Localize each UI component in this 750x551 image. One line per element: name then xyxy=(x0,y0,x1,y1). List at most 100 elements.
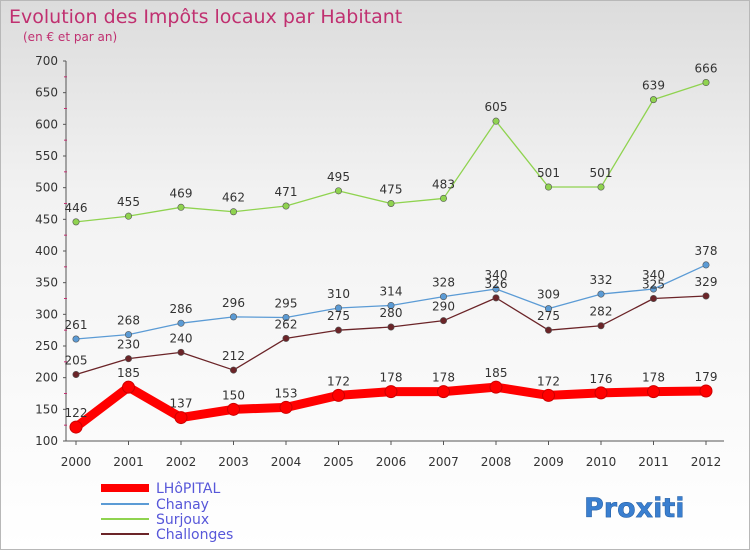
data-point xyxy=(702,292,710,300)
data-label: 455 xyxy=(117,195,140,209)
data-point xyxy=(649,285,657,293)
data-point xyxy=(334,187,342,195)
data-label: 501 xyxy=(590,166,613,180)
data-point xyxy=(542,388,555,402)
data-label: 230 xyxy=(117,338,140,352)
data-point xyxy=(72,335,80,343)
x-tick-label: 2011 xyxy=(638,455,669,469)
data-label: 150 xyxy=(222,388,245,402)
data-point xyxy=(437,385,450,399)
x-tick-label: 2008 xyxy=(481,455,512,469)
data-point xyxy=(230,366,238,374)
data-point xyxy=(72,370,80,378)
data-point xyxy=(702,261,710,269)
data-point xyxy=(439,317,447,325)
data-point xyxy=(544,305,552,313)
data-point xyxy=(649,294,657,302)
data-label: 325 xyxy=(642,278,665,292)
data-point xyxy=(177,319,185,327)
x-tick-label: 2005 xyxy=(323,455,354,469)
x-tick-label: 2000 xyxy=(61,455,92,469)
data-label: 261 xyxy=(65,318,88,332)
data-point xyxy=(227,402,240,416)
legend-item: Challonges xyxy=(101,527,233,543)
data-label: 178 xyxy=(380,371,403,385)
data-label: 378 xyxy=(695,244,718,258)
data-label: 501 xyxy=(537,166,560,180)
data-point xyxy=(177,203,185,211)
data-label: 185 xyxy=(485,366,508,380)
data-label: 172 xyxy=(327,374,350,388)
data-label: 275 xyxy=(327,309,350,323)
y-tick-label: 550 xyxy=(35,149,58,163)
x-tick-label: 2001 xyxy=(113,455,144,469)
data-point xyxy=(439,293,447,301)
proxiti-logo: Proxiti xyxy=(584,493,685,525)
y-tick-label: 200 xyxy=(35,371,58,385)
data-label: 332 xyxy=(590,273,613,287)
data-label: 268 xyxy=(117,314,140,328)
data-point xyxy=(387,323,395,331)
series-lh-pital: 122 185 137 150 153 172 178 178 185 172 176 178 179 xyxy=(65,366,717,434)
data-point xyxy=(174,411,188,425)
data-point xyxy=(72,218,80,226)
x-tick-label: 2002 xyxy=(166,455,197,469)
chart-title: Evolution des Impôts locaux par Habitant xyxy=(9,6,402,28)
series-chanay: 261 268 286 296 295 310 314 328 340 309 332 340 378 xyxy=(65,244,718,343)
data-point xyxy=(69,420,83,434)
x-tick-label: 2004 xyxy=(271,455,302,469)
data-label: 280 xyxy=(380,306,403,320)
data-point xyxy=(230,313,238,321)
data-label: 137 xyxy=(170,397,193,411)
data-point xyxy=(387,200,395,208)
legend-label: Chanay xyxy=(156,497,209,513)
y-tick-label: 450 xyxy=(35,212,58,226)
data-point xyxy=(492,294,500,302)
data-point xyxy=(597,322,605,330)
data-point xyxy=(282,334,290,342)
data-point xyxy=(384,385,398,399)
data-point xyxy=(125,355,133,363)
data-point xyxy=(649,96,657,104)
data-label: 185 xyxy=(117,366,140,380)
chart-subtitle: (en € et par an) xyxy=(23,30,117,44)
data-label: 153 xyxy=(275,386,298,400)
data-point xyxy=(177,348,185,356)
data-label: 326 xyxy=(485,277,508,291)
data-label: 666 xyxy=(695,62,718,76)
data-label: 483 xyxy=(432,177,455,191)
y-tick-label: 350 xyxy=(35,276,58,290)
y-tick-label: 400 xyxy=(35,244,58,258)
legend-item: Chanay xyxy=(101,497,209,513)
data-label: 340 xyxy=(485,268,508,282)
x-tick-label: 2012 xyxy=(691,455,722,469)
data-label: 475 xyxy=(380,183,403,197)
x-tick-label: 2006 xyxy=(376,455,407,469)
y-tick-label: 100 xyxy=(35,434,58,448)
data-point xyxy=(489,380,503,394)
data-point xyxy=(230,208,238,216)
y-tick-label: 300 xyxy=(35,307,58,321)
data-label: 122 xyxy=(65,406,88,420)
data-point xyxy=(282,202,290,210)
data-label: 309 xyxy=(537,288,560,302)
data-label: 639 xyxy=(642,79,665,93)
data-point xyxy=(282,313,290,321)
legend-item: Surjoux xyxy=(101,512,209,528)
data-label: 314 xyxy=(380,284,403,298)
data-label: 262 xyxy=(275,317,298,331)
data-label: 295 xyxy=(275,297,298,311)
data-label: 296 xyxy=(222,296,245,310)
data-point xyxy=(492,117,500,125)
data-label: 205 xyxy=(65,354,88,368)
data-point xyxy=(125,331,133,339)
data-label: 176 xyxy=(590,372,613,386)
legend-item: LHôPITAL xyxy=(101,481,221,497)
data-point xyxy=(387,301,395,309)
x-tick-label: 2007 xyxy=(428,455,459,469)
data-point xyxy=(334,304,342,312)
data-label: 329 xyxy=(695,275,718,289)
series-surjoux: 446 455 469 462 471 495 475 483 605 501 501 639 666 xyxy=(65,62,718,226)
